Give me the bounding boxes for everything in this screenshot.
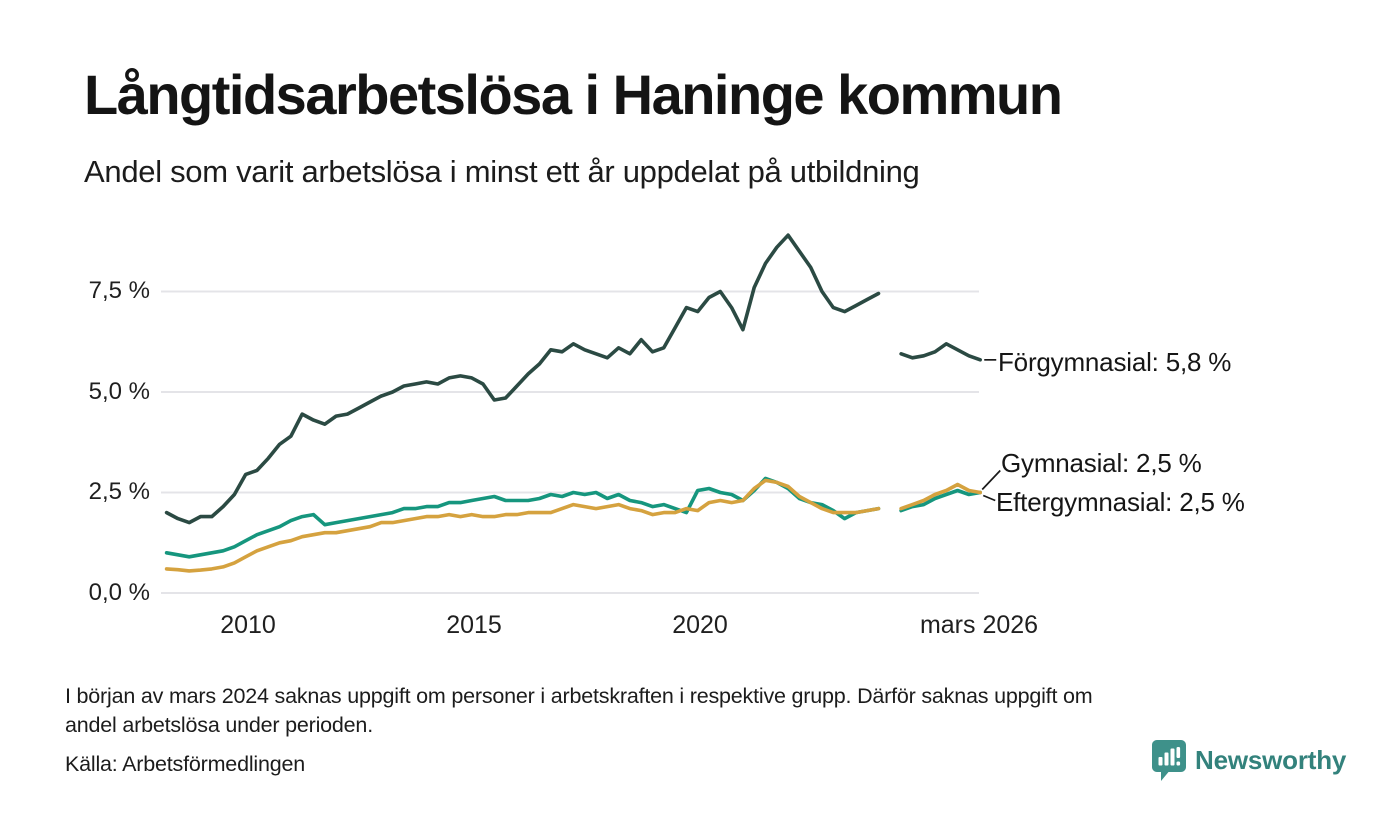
x-axis-tick-2020: 2020 — [672, 611, 728, 639]
brand-name: Newsworthy — [1195, 745, 1347, 775]
source-line: Källa: Arbetsförmedlingen — [65, 752, 306, 776]
series-line-forgymnasial — [164, 233, 982, 525]
x-axis-tick-2015: 2015 — [446, 611, 502, 639]
y-axis-tick-7-5: 7,5 % — [88, 277, 150, 304]
y-axis-tick-5-0: 5,0 % — [88, 378, 150, 405]
footnote: I början av mars 2024 saknas uppgift om … — [65, 684, 1093, 737]
newsworthy-logo-icon — [1152, 740, 1186, 781]
series-label-eftergymnasial: Eftergymnasial: 2,5 % — [996, 487, 1245, 517]
x-axis-tick-mars-2026: mars 2026 — [919, 611, 1039, 639]
connector-eftergymnasial — [982, 494, 996, 502]
series-label-forgymnasial: Förgymnasial: 5,8 % — [998, 347, 1232, 377]
page-subtitle: Andel som varit arbetslösa i minst ett å… — [84, 154, 920, 189]
connector-gymnasial — [981, 469, 1001, 491]
x-axis-tick-2010: 2010 — [220, 611, 276, 639]
brand-logo: Newsworthy — [1152, 740, 1346, 781]
logo-bubble-shape — [1152, 740, 1186, 781]
series-label-gymnasial: Gymnasial: 2,5 % — [1001, 448, 1202, 478]
page-title: Långtidsarbetslösa i Haninge kommun — [84, 63, 1063, 126]
series-line-gymnasial — [164, 476, 982, 559]
y-axis-tick-0: 0,0 % — [88, 579, 150, 606]
y-axis-tick-2-5: 2,5 % — [88, 478, 150, 505]
series-line-eftergymnasial — [164, 478, 982, 573]
